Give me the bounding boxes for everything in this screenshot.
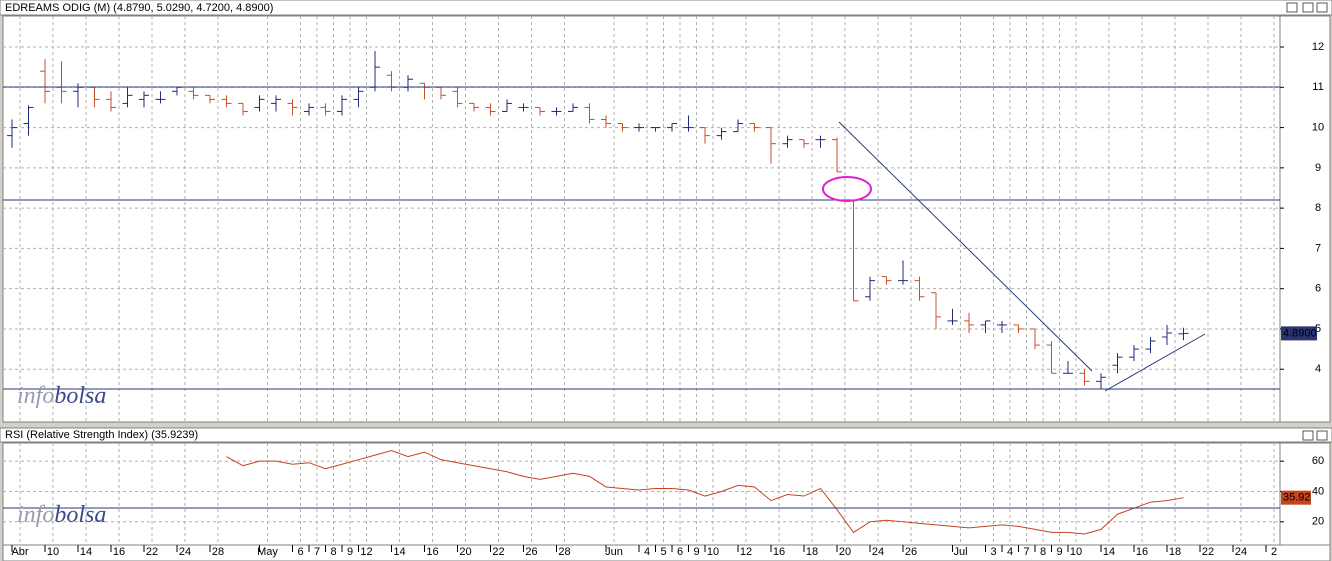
x-tick-label: 24	[179, 546, 191, 558]
last-price-label: 4.8900	[1283, 327, 1317, 339]
plot-area	[2, 15, 1281, 423]
x-tick-label: 24	[1235, 546, 1247, 558]
x-tick-label: 4	[1007, 546, 1013, 558]
x-tick-label: 8	[330, 546, 336, 558]
x-tick-label: 28	[212, 546, 224, 558]
trend-line	[1104, 333, 1206, 392]
y-tick-label: 5	[1315, 323, 1321, 335]
x-tick-label: 4	[644, 546, 650, 558]
x-tick-label: 9	[1056, 546, 1062, 558]
x-tick-label: Jun	[605, 546, 623, 558]
maximize-button[interactable]	[1302, 430, 1314, 441]
y-tick-label: 10	[1312, 121, 1324, 133]
x-tick-label: 18	[806, 546, 818, 558]
watermark-part: info	[17, 383, 54, 409]
x-tick-label: 6	[677, 546, 683, 558]
title-bar	[0, 427, 1332, 443]
x-tick-label: 14	[393, 546, 405, 558]
chart-title: EDREAMS ODIG (M) (4.8790, 5.0290, 4.7200…	[5, 2, 273, 14]
x-tick-label: 24	[872, 546, 884, 558]
x-tick-label: 16	[1136, 546, 1148, 558]
y-tick-label: 40	[1312, 485, 1324, 497]
x-tick-label: 12	[360, 546, 372, 558]
x-axis-area	[2, 544, 1331, 561]
x-tick-label: 26	[905, 546, 917, 558]
x-tick-label: Abr	[11, 546, 28, 558]
y-tick-label: 60	[1312, 455, 1324, 467]
close-button[interactable]	[1316, 2, 1328, 13]
x-tick-label: 5	[660, 546, 666, 558]
x-tick-label: 18	[1169, 546, 1181, 558]
x-tick-label: 7	[314, 546, 320, 558]
x-tick-label: 10	[1070, 546, 1082, 558]
y-tick-label: 9	[1315, 162, 1321, 174]
x-tick-label: 16	[773, 546, 785, 558]
x-tick-label: 22	[492, 546, 504, 558]
watermark: infobolsa	[17, 383, 106, 409]
y-tick-label: 6	[1315, 283, 1321, 295]
x-tick-label: 7	[1023, 546, 1029, 558]
x-tick-label: 9	[347, 546, 353, 558]
x-tick-label: 14	[1103, 546, 1115, 558]
y-tick-label: 7	[1315, 242, 1321, 254]
x-tick-label: 22	[146, 546, 158, 558]
close-button[interactable]	[1316, 430, 1328, 441]
x-tick-label: 16	[426, 546, 438, 558]
x-tick-label: 20	[459, 546, 471, 558]
minimize-button[interactable]	[1286, 2, 1298, 13]
x-tick-label: 10	[707, 546, 719, 558]
y-axis-area	[1279, 15, 1331, 423]
last-value-box	[1281, 490, 1311, 505]
watermark-part: bolsa	[54, 383, 106, 409]
x-tick-label: 28	[558, 546, 570, 558]
watermark: infobolsa	[17, 502, 106, 528]
x-tick-label: 16	[113, 546, 125, 558]
last-price-box	[1281, 326, 1317, 341]
watermark-part: info	[17, 502, 54, 528]
highlight-ellipse	[822, 176, 872, 202]
y-tick-label: 12	[1312, 41, 1324, 53]
maximize-button[interactable]	[1302, 2, 1314, 13]
x-tick-label: 8	[1040, 546, 1046, 558]
y-tick-label: 11	[1312, 81, 1323, 93]
watermark-part: bolsa	[54, 502, 106, 528]
y-tick-label: 20	[1312, 516, 1324, 528]
x-tick-label: May	[257, 546, 278, 558]
trend-line	[838, 121, 1093, 372]
x-tick-label: 10	[47, 546, 59, 558]
title-bar	[0, 0, 1332, 16]
y-tick-label: 4	[1315, 363, 1321, 375]
plot-area	[2, 442, 1281, 546]
x-tick-label: 22	[1202, 546, 1214, 558]
chart-title: RSI (Relative Strength Index) (35.9239)	[5, 429, 198, 441]
x-tick-label: 9	[693, 546, 699, 558]
x-tick-label: Jul	[953, 546, 967, 558]
x-tick-label: 26	[525, 546, 537, 558]
x-tick-label: 2	[1271, 546, 1277, 558]
x-tick-label: 20	[839, 546, 851, 558]
x-tick-label: 3	[990, 546, 996, 558]
last-value-label: 35.92	[1283, 492, 1311, 504]
y-tick-label: 8	[1315, 202, 1321, 214]
x-tick-label: 6	[297, 546, 303, 558]
x-tick-label: 14	[80, 546, 92, 558]
rsi-line	[226, 450, 1184, 535]
x-tick-label: 12	[740, 546, 752, 558]
